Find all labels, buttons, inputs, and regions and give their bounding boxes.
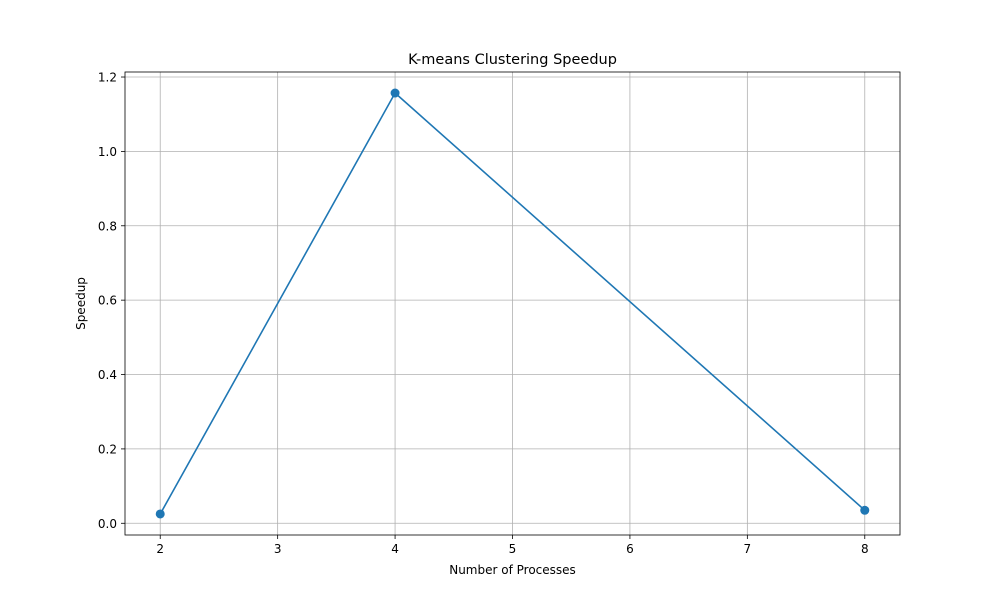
x-tick-label: 5	[509, 542, 517, 556]
axis-ticks: 2 3 4 5 6 7 8 0.0 0.2 0.4 0.6 0.8 1.0 1.2	[98, 71, 869, 556]
data-point	[155, 509, 165, 519]
y-tick-label: 0.2	[98, 442, 117, 456]
y-axis-label: Speedup	[74, 277, 88, 330]
x-tick-label: 8	[861, 542, 869, 556]
chart-title: K-means Clustering Speedup	[408, 52, 617, 68]
series-layer	[155, 88, 870, 519]
y-tick-label: 1.2	[98, 71, 117, 85]
y-tick-label: 0.8	[98, 219, 117, 233]
x-axis-label: Number of Processes	[449, 563, 576, 577]
data-point	[390, 88, 400, 98]
x-tick-label: 4	[391, 542, 399, 556]
grid-lines	[125, 72, 900, 535]
data-point	[860, 505, 870, 515]
x-tick-label: 3	[274, 542, 282, 556]
y-tick-label: 1.0	[98, 145, 117, 159]
y-tick-label: 0.4	[98, 368, 117, 382]
x-tick-label: 2	[156, 542, 164, 556]
y-tick-label: 0.6	[98, 294, 117, 308]
y-tick-label: 0.0	[98, 517, 117, 531]
x-tick-label: 7	[744, 542, 752, 556]
x-tick-label: 6	[626, 542, 634, 556]
